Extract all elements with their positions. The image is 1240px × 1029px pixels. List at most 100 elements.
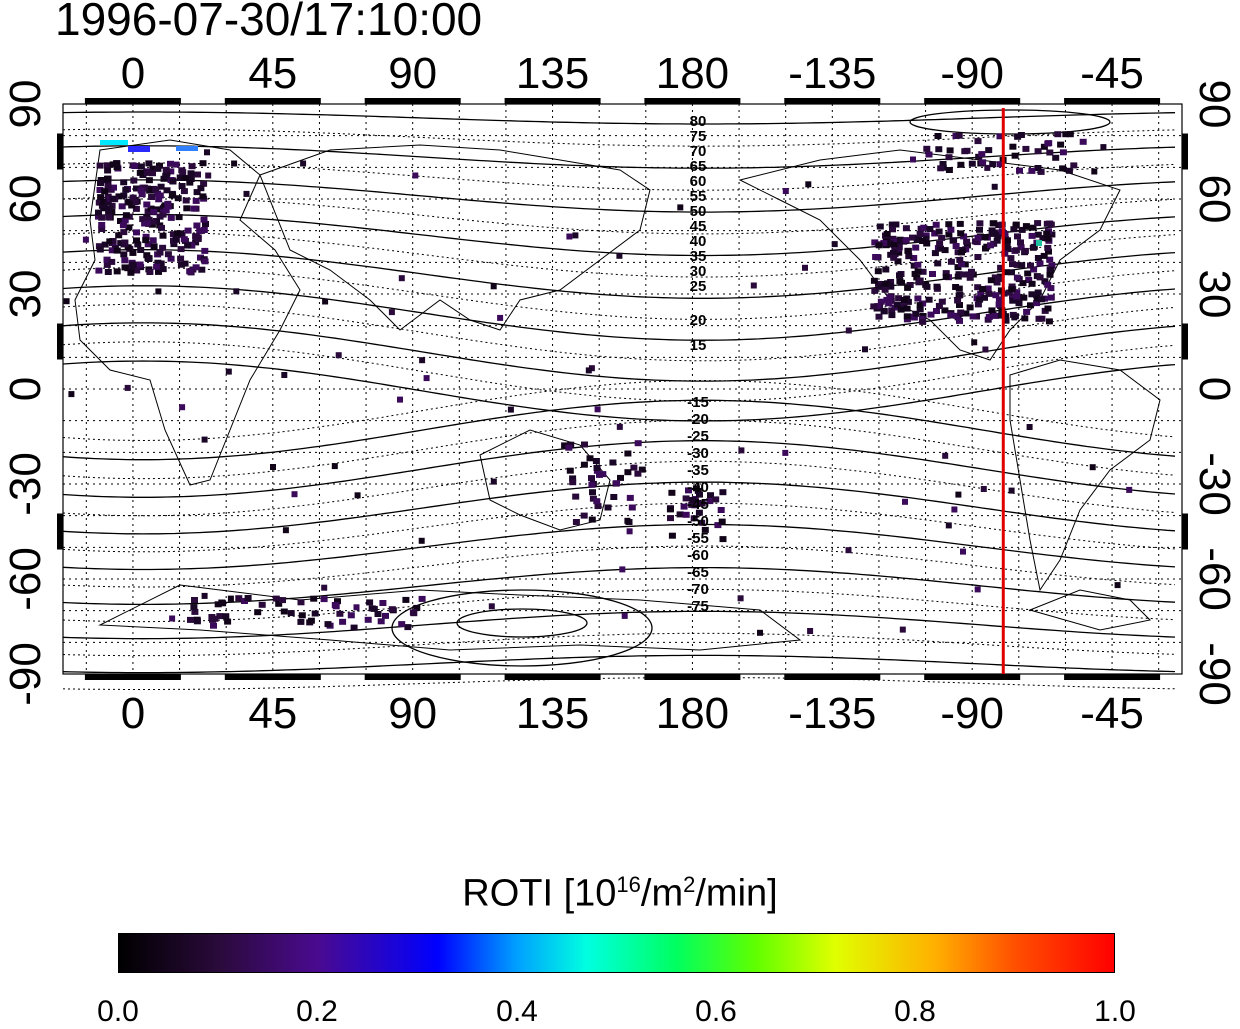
roti-point	[139, 216, 147, 223]
roti-point	[281, 372, 288, 378]
left-lat-label: 0	[1, 377, 50, 401]
roti-point	[1017, 239, 1024, 246]
roti-point	[963, 238, 971, 245]
mag-contour	[62, 303, 1176, 362]
roti-point	[628, 504, 636, 511]
roti-point	[991, 312, 999, 319]
roti-point	[183, 205, 191, 212]
roti-point	[874, 303, 882, 310]
roti-point	[104, 183, 112, 190]
roti-point	[802, 264, 808, 271]
contour-label: -70	[687, 581, 709, 598]
roti-point	[974, 138, 982, 145]
roti-point	[129, 194, 137, 201]
roti-point	[989, 161, 997, 168]
roti-point	[911, 270, 919, 277]
roti-point	[205, 172, 212, 179]
roti-point	[95, 267, 103, 274]
roti-point	[379, 600, 387, 606]
roti-point	[272, 595, 280, 602]
roti-point	[895, 244, 903, 251]
roti-point	[145, 255, 153, 262]
roti-point	[1070, 162, 1078, 169]
roti-point	[1044, 235, 1052, 242]
roti-point	[925, 151, 933, 158]
roti-point	[904, 284, 912, 291]
roti-point	[142, 237, 150, 244]
roti-point	[388, 309, 395, 316]
roti-point	[1012, 247, 1020, 254]
roti-point	[187, 170, 195, 177]
roti-point	[626, 528, 633, 535]
mag-contour	[62, 566, 1176, 606]
roti-point	[131, 163, 139, 169]
roti-point	[1037, 168, 1045, 175]
roti-point	[737, 595, 744, 602]
roti-point	[336, 610, 344, 617]
roti-point	[334, 598, 341, 605]
roti-point	[1044, 305, 1052, 312]
south-oval-outer	[391, 589, 653, 667]
roti-point	[311, 610, 319, 617]
roti-point	[1036, 260, 1044, 267]
roti-point	[890, 242, 898, 248]
roti-point	[1062, 131, 1070, 138]
roti-point	[1026, 424, 1033, 430]
roti-point	[714, 522, 722, 529]
bottom-lon-label: 45	[248, 689, 297, 738]
roti-point	[178, 183, 186, 189]
roti-point	[115, 232, 123, 239]
roti-point	[280, 608, 288, 615]
mag-contour	[62, 179, 1176, 213]
roti-point	[1047, 294, 1055, 301]
roti-point	[413, 604, 421, 611]
roti-point	[955, 491, 962, 498]
roti-point	[300, 160, 307, 167]
roti-point	[624, 469, 632, 476]
roti-point	[1004, 237, 1011, 244]
roti-point	[696, 491, 703, 498]
roti-point	[216, 613, 224, 620]
roti-point	[1038, 296, 1046, 303]
roti-point	[219, 600, 227, 607]
roti-point	[889, 235, 897, 242]
roti-point	[164, 203, 172, 210]
roti-point	[593, 498, 601, 505]
roti-point	[331, 463, 338, 470]
mag-contour	[62, 128, 1176, 147]
frame-tick	[57, 323, 63, 360]
roti-point	[881, 286, 889, 293]
roti-point	[929, 271, 936, 277]
map-title: 1996-07-30/17:10:00	[55, 0, 483, 45]
roti-point	[680, 503, 688, 510]
roti-point	[167, 160, 174, 167]
roti-point	[1065, 167, 1073, 174]
roti-point	[167, 214, 175, 221]
frame-tick	[504, 98, 601, 104]
roti-point	[1011, 152, 1019, 159]
roti-point	[1079, 138, 1087, 145]
roti-point	[638, 466, 646, 473]
roti-point	[958, 261, 965, 267]
roti-point	[936, 240, 944, 247]
roti-point	[97, 177, 105, 183]
roti-point	[137, 187, 145, 194]
roti-point	[937, 165, 945, 172]
roti-point	[983, 243, 991, 250]
roti-point	[374, 611, 382, 617]
roti-point	[916, 306, 924, 313]
roti-point	[888, 312, 896, 319]
roti-point	[919, 238, 927, 244]
mag-contour	[62, 654, 1176, 674]
roti-point	[224, 618, 232, 625]
roti-point	[902, 237, 910, 244]
roti-point	[97, 194, 105, 201]
roti-point	[610, 494, 618, 500]
roti-point	[988, 227, 996, 234]
contour-label: 25	[690, 278, 707, 295]
roti-point	[807, 628, 814, 634]
roti-point	[147, 205, 155, 212]
contour-label: 45	[690, 218, 707, 235]
roti-point	[980, 486, 987, 492]
roti-point	[354, 492, 361, 499]
